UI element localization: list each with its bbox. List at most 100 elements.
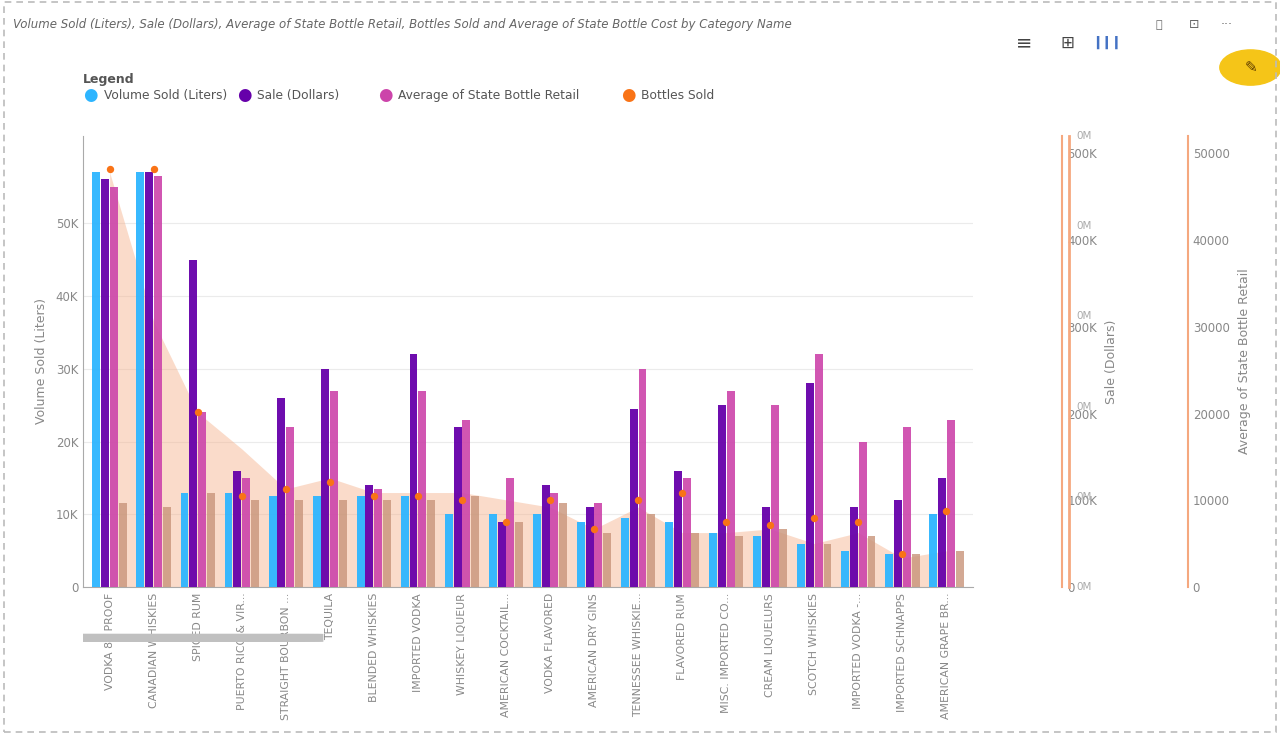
Point [407,490,428,502]
Bar [444,515,453,587]
Text: ···: ··· [1220,18,1233,32]
Bar [137,172,145,587]
Point [628,494,649,506]
Text: ▎▎▎: ▎▎▎ [1097,36,1125,49]
Bar [532,515,540,587]
Bar [947,420,955,587]
Bar [101,180,109,587]
Bar [577,522,585,587]
Bar [462,420,470,587]
Bar [119,504,127,587]
Bar [180,493,188,587]
Bar [648,515,655,587]
Bar [736,537,744,587]
Bar [269,496,276,587]
Bar [366,485,374,587]
Bar [559,504,567,587]
Bar [780,529,787,587]
Bar [428,500,435,587]
Text: 0M: 0M [1076,311,1092,321]
Text: ✎: ✎ [1244,60,1257,75]
Bar [330,390,338,587]
Text: 0M: 0M [1076,492,1092,502]
Text: 0M: 0M [1076,582,1092,592]
Bar [753,537,762,587]
Point [187,407,207,418]
Bar [146,172,154,587]
Bar [806,383,814,587]
Bar [691,533,699,587]
Bar [207,493,215,587]
Bar [841,550,849,587]
Point [672,487,692,498]
Bar [294,500,303,587]
Point [232,490,252,502]
Text: ⊡: ⊡ [1189,18,1199,32]
Bar [419,390,426,587]
Bar [762,507,769,587]
Bar [471,496,479,587]
Bar [110,186,118,587]
Bar [198,413,206,587]
Bar [797,543,805,587]
Point [275,483,296,495]
Point [804,512,824,524]
Bar [92,172,100,587]
Point [849,516,869,528]
Text: Average of State Bottle Retail: Average of State Bottle Retail [398,89,580,102]
Text: Sale (Dollars): Sale (Dollars) [257,89,339,102]
Text: ●: ● [621,87,635,104]
Bar [771,405,778,587]
Text: 0M: 0M [1076,221,1092,231]
Point [716,516,736,528]
Y-axis label: Volume Sold (Liters): Volume Sold (Liters) [35,299,47,424]
Bar [718,405,726,587]
Text: ⊞: ⊞ [1061,34,1074,51]
Bar [516,522,524,587]
Point [540,494,561,506]
Text: ≡: ≡ [1016,33,1032,52]
Bar [242,478,250,587]
Point [892,548,913,560]
Bar [189,260,197,587]
Bar [911,554,919,587]
Bar [850,507,858,587]
Point [936,505,956,517]
Bar [507,478,515,587]
Point [495,516,516,528]
Bar [868,537,876,587]
Text: Legend: Legend [83,73,134,87]
Bar [401,496,408,587]
Bar [603,533,612,587]
Point [100,163,120,175]
Text: ●: ● [83,87,97,104]
Bar [594,504,603,587]
Text: ●: ● [378,87,392,104]
Bar [727,390,735,587]
Bar [621,518,628,587]
Bar [823,543,832,587]
Point [320,476,340,487]
Bar [498,522,506,587]
Bar [163,507,170,587]
FancyBboxPatch shape [65,633,324,642]
Bar [886,554,893,587]
Bar [673,470,682,587]
Bar [709,533,717,587]
Text: Bottles Sold: Bottles Sold [641,89,714,102]
Bar [902,427,910,587]
Y-axis label: Average of State Bottle Retail: Average of State Bottle Retail [1238,269,1251,454]
Bar [154,176,163,587]
Point [364,490,384,502]
Point [760,520,781,531]
Text: Volume Sold (Liters), Sale (Dollars), Average of State Bottle Retail, Bottles So: Volume Sold (Liters), Sale (Dollars), Av… [13,18,791,32]
Bar [321,368,329,587]
Bar [410,355,417,587]
Bar [682,478,690,587]
Bar [453,427,462,587]
Bar [251,500,259,587]
Bar [550,493,558,587]
Bar [666,522,673,587]
Bar [224,493,233,587]
Bar [374,489,383,587]
